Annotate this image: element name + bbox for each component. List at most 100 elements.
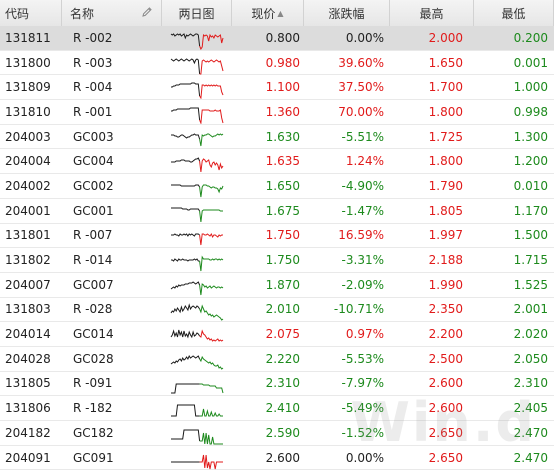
sparkline-prev-day [170, 329, 201, 339]
sparkline-today [199, 329, 224, 342]
row-change: -1.47% [341, 203, 384, 218]
table-row[interactable]: 204014 GC014 2.075 0.97% 2.200 2.020 [0, 322, 554, 347]
sparkline-chart [170, 354, 224, 370]
row-price: 2.410 [265, 401, 300, 416]
row-name: GC182 [73, 425, 114, 440]
sparkline-prev-day [170, 280, 201, 290]
row-high: 1.790 [428, 178, 463, 193]
header-price[interactable]: 现价 ▲ [232, 0, 304, 26]
sort-ascending-icon: ▲ [277, 8, 284, 18]
row-change: 16.59% [338, 228, 384, 243]
row-low: 2.470 [513, 425, 548, 440]
sparkline-prev-day [170, 303, 201, 314]
table-row[interactable]: 204004 GC004 1.635 1.24% 1.800 1.200 [0, 149, 554, 175]
table-row[interactable]: 131810 R -001 1.360 70.00% 1.800 0.998 [0, 100, 554, 125]
sparkline-chart [170, 280, 224, 295]
table-row[interactable]: 131805 R -091 2.310 -7.97% 2.600 2.310 [0, 372, 554, 397]
sparkline-chart [171, 207, 223, 222]
row-price: 2.590 [265, 425, 300, 440]
sparkline-chart [171, 157, 224, 173]
sparkline-today [199, 409, 223, 417]
sparkline-today [199, 108, 224, 124]
row-price: 1.360 [265, 104, 300, 119]
table-row[interactable]: 131800 R -003 0.980 39.60% 1.650 0.001 [0, 51, 554, 76]
table-row[interactable]: 131809 R -004 1.100 37.50% 1.700 1.000 [0, 75, 554, 101]
row-high: 2.500 [428, 351, 463, 366]
table-row[interactable]: 131806 R -182 2.410 -5.49% 2.600 2.405 [0, 396, 554, 421]
table-row[interactable]: 204028 GC028 2.220 -5.53% 2.500 2.050 [0, 347, 554, 372]
pencil-icon[interactable] [141, 6, 153, 18]
quote-table-body: 131811 R -002 0.800 0.00% 2.000 0.200 131800 R … [0, 26, 554, 470]
table-row[interactable]: 131811 R -002 0.800 0.00% 2.000 0.200 [0, 26, 554, 51]
row-low: 1.200 [513, 154, 548, 169]
row-name: GC014 [73, 327, 114, 342]
row-two-day-chart [162, 125, 232, 149]
header-spark[interactable]: 两日图 [162, 0, 232, 26]
sparkline-chart [170, 303, 224, 322]
row-code: 131811 [5, 30, 51, 45]
table-row[interactable]: 204003 GC003 1.630 -5.51% 1.725 1.300 [0, 125, 554, 150]
row-change: -5.53% [341, 351, 384, 366]
row-change: 1.24% [345, 154, 384, 169]
row-low: 1.500 [513, 228, 548, 243]
table-row[interactable]: 131803 R -028 2.010 -10.71% 2.350 2.001 [0, 298, 554, 323]
row-price: 0.980 [265, 55, 300, 70]
sparkline-chart [171, 383, 224, 394]
sparkline-prev-day [171, 207, 201, 211]
row-low: 2.470 [513, 450, 548, 465]
row-change: 0.00% [345, 450, 384, 465]
table-row[interactable]: 204182 GC182 2.590 -1.52% 2.650 2.470 [0, 421, 554, 446]
row-code: 204001 [5, 203, 51, 218]
row-high: 1.805 [428, 203, 463, 218]
row-change: -10.71% [333, 302, 384, 317]
row-change: 0.00% [345, 30, 384, 45]
row-low: 1.170 [513, 203, 548, 218]
row-two-day-chart [162, 149, 232, 173]
sparkline-today [199, 432, 223, 445]
sparkline-today [199, 84, 224, 100]
row-price: 1.750 [265, 228, 300, 243]
table-row[interactable]: 131802 R -014 1.750 -3.31% 2.188 1.715 [0, 248, 554, 273]
row-low: 0.001 [513, 55, 548, 70]
sparkline-today [199, 158, 224, 173]
row-change: -2.09% [341, 277, 384, 292]
row-two-day-chart [162, 347, 232, 371]
row-two-day-chart [162, 298, 232, 322]
header-code[interactable]: 代码 [0, 0, 62, 26]
sparkline-prev-day [171, 429, 201, 441]
row-name: GC091 [73, 450, 114, 465]
row-name: R -002 [73, 30, 113, 45]
table-row[interactable]: 204002 GC002 1.650 -4.90% 1.790 0.010 [0, 174, 554, 199]
sparkline-today [199, 454, 223, 469]
row-high: 2.650 [428, 425, 463, 440]
row-low: 1.300 [513, 129, 548, 144]
sparkline-chart [171, 132, 224, 146]
row-code: 131802 [5, 253, 51, 268]
row-name: R -003 [73, 55, 113, 70]
row-price: 1.635 [265, 154, 300, 169]
header-low[interactable]: 最低 [474, 0, 554, 26]
row-change: 70.00% [338, 104, 384, 119]
sparkline-prev-day [171, 132, 201, 139]
table-row[interactable]: 131801 R -007 1.750 16.59% 1.997 1.500 [0, 224, 554, 249]
row-low: 2.050 [513, 351, 548, 366]
table-row[interactable]: 204001 GC001 1.675 -1.47% 1.805 1.170 [0, 199, 554, 224]
header-name[interactable]: 名称 [62, 0, 162, 26]
row-name: GC028 [73, 351, 114, 366]
row-change: -4.90% [341, 178, 384, 193]
table-row[interactable]: 204091 GC091 2.600 0.00% 2.650 2.470 [0, 446, 554, 470]
table-row[interactable]: 204007 GC007 1.870 -2.09% 1.990 1.525 [0, 273, 554, 298]
row-change: 39.60% [338, 55, 384, 70]
row-high: 1.725 [428, 129, 463, 144]
row-name: R -004 [73, 80, 113, 95]
header-name-label: 名称 [70, 6, 95, 21]
row-code: 131801 [5, 228, 51, 243]
row-price: 2.010 [265, 302, 300, 317]
sparkline-today [199, 355, 224, 370]
row-code: 204028 [5, 351, 51, 366]
header-high[interactable]: 最高 [390, 0, 474, 26]
header-change[interactable]: 涨跌幅 [304, 0, 390, 26]
sparkline-today [199, 184, 224, 198]
row-high: 2.600 [428, 401, 463, 416]
row-change: -5.51% [341, 129, 384, 144]
